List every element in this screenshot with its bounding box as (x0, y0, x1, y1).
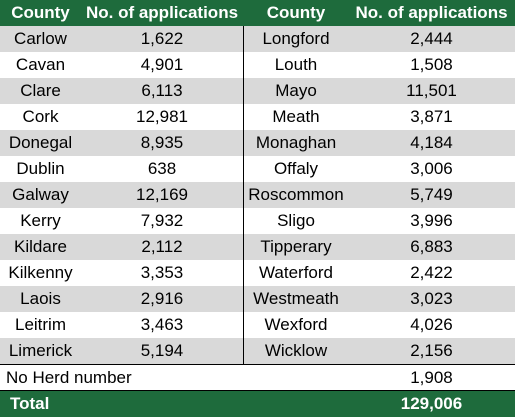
county-name: Kildare (14, 237, 67, 256)
table-row: Laois 2,916 Westmeath 3,023 (0, 286, 515, 312)
applications-count: 7,932 (140, 211, 184, 230)
county-name: Monaghan (255, 133, 337, 152)
table-header: County No. of applications County No. of… (0, 0, 515, 26)
county-name: Clare (20, 81, 61, 100)
applications-count: 2,112 (141, 237, 183, 256)
applications-count: 6,883 (410, 237, 453, 256)
applications-count: 2,156 (410, 341, 453, 360)
applications-count: 4,184 (410, 133, 453, 152)
total-row: Total 129,006 (0, 391, 515, 417)
county-name: Waterford (258, 263, 333, 282)
applications-count: 4,901 (140, 55, 184, 74)
county-name: Galway (12, 185, 69, 204)
header-county-1: County (11, 3, 70, 22)
county-name: Leitrim (14, 315, 66, 334)
applications-count: 3,006 (410, 159, 453, 178)
county-name: Longford (262, 29, 330, 48)
applications-count: 2,444 (410, 29, 453, 48)
county-name: Wicklow (264, 341, 328, 360)
total-value: 129,006 (400, 394, 463, 413)
table-row: Leitrim 3,463 Wexford 4,026 (0, 312, 515, 338)
county-name: Meath (272, 107, 320, 126)
applications-count: 2,422 (410, 263, 453, 282)
county-name: Cavan (15, 55, 66, 74)
county-name: Sligo (277, 211, 315, 230)
applications-count: 8,935 (140, 133, 184, 152)
total-label: Total (10, 394, 50, 413)
row-divider (0, 390, 515, 391)
table-row: Kilkenny 3,353 Waterford 2,422 (0, 260, 515, 286)
applications-count: 5,194 (140, 341, 184, 360)
county-name: Offaly (273, 159, 319, 178)
table-row: Donegal 8,935 Monaghan 4,184 (0, 130, 515, 156)
applications-count: 6,113 (141, 81, 183, 100)
applications-count: 3,463 (140, 315, 184, 334)
county-name: Laois (20, 289, 61, 308)
table-row: Cavan 4,901 Louth 1,508 (0, 52, 515, 78)
header-applications-2: No. of applications (355, 3, 508, 22)
applications-count: 5,749 (410, 185, 453, 204)
applications-count: 1,508 (410, 55, 453, 74)
county-name: Cork (22, 107, 59, 126)
county-name: Tipperary (260, 237, 332, 256)
applications-count: 1,622 (140, 29, 184, 48)
no-herd-value: 1,908 (410, 368, 453, 387)
table-row: Limerick 5,194 Wicklow 2,156 (0, 338, 515, 364)
no-herd-row: No Herd number 1,908 (0, 365, 515, 391)
applications-count: 11,501 (406, 81, 457, 100)
county-name: Limerick (8, 341, 73, 360)
applications-count: 3,023 (410, 289, 453, 308)
table-row: Clare 6,113 Mayo 11,501 (0, 78, 515, 104)
applications-count: 3,996 (410, 211, 453, 230)
row-divider (0, 364, 515, 365)
county-name: Kerry (20, 211, 61, 230)
county-name: Donegal (8, 133, 73, 152)
county-name: Westmeath (253, 289, 339, 308)
table-row: Cork 12,981 Meath 3,871 (0, 104, 515, 130)
applications-count: 2,916 (140, 289, 184, 308)
applications-count: 12,981 (136, 107, 188, 126)
table-row: Galway 12,169 Roscommon 5,749 (0, 182, 515, 208)
applications-count: 4,026 (410, 315, 453, 334)
header-county-2: County (266, 3, 326, 22)
county-name: Roscommon (248, 185, 344, 204)
county-name: Carlow (14, 29, 67, 48)
county-name: Mayo (275, 81, 317, 100)
applications-count: 638 (147, 159, 177, 178)
applications-count: 12,169 (136, 185, 188, 204)
county-name: Louth (274, 55, 318, 74)
no-herd-label: No Herd number (6, 368, 132, 387)
applications-count: 3,871 (410, 107, 453, 126)
applications-count: 3,353 (140, 263, 184, 282)
table-row: Kerry 7,932 Sligo 3,996 (0, 208, 515, 234)
county-name: Kilkenny (8, 263, 73, 282)
column-divider (243, 26, 244, 364)
county-name: Wexford (264, 315, 328, 334)
table-row: Carlow 1,622 Longford 2,444 (0, 26, 515, 52)
table-row: Kildare 2,112 Tipperary 6,883 (0, 234, 515, 260)
header-applications-1: No. of applications (85, 3, 239, 22)
county-name: Dublin (16, 159, 65, 178)
table-row: Dublin 638 Offaly 3,006 (0, 156, 515, 182)
